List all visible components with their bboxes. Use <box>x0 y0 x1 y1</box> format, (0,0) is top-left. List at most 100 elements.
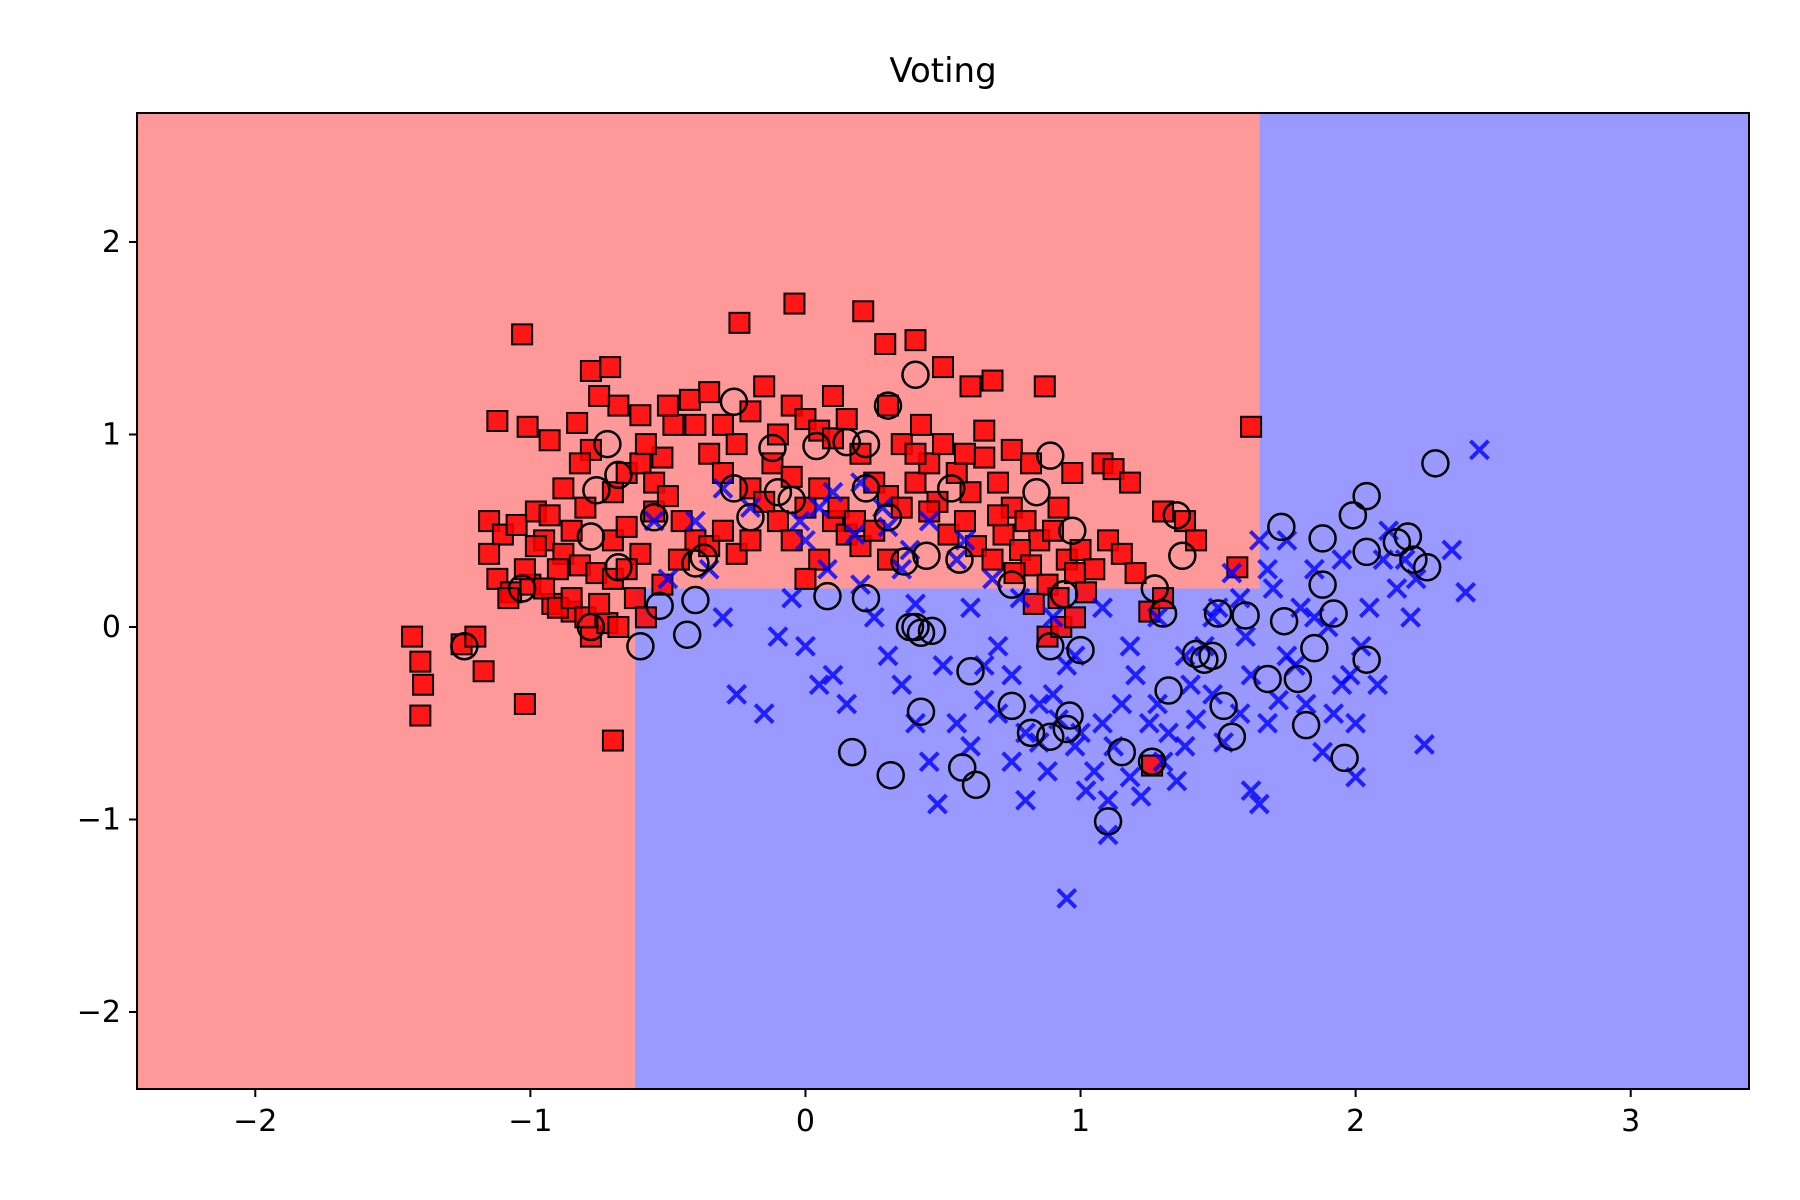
test-point-circle <box>1308 524 1337 553</box>
x-tick-label: −2 <box>233 1104 277 1139</box>
test-point-circle <box>1154 676 1183 705</box>
x-point <box>712 606 734 628</box>
test-point-circle <box>813 581 842 611</box>
x-point <box>1202 606 1223 628</box>
square-point <box>464 625 487 648</box>
x-point <box>817 558 838 580</box>
square-point <box>524 535 547 558</box>
x-point <box>1394 549 1416 571</box>
x-point <box>753 703 775 725</box>
square-point <box>1000 438 1023 461</box>
x-point <box>1042 606 1064 628</box>
x-point <box>1240 664 1262 686</box>
square-point <box>780 465 803 488</box>
test-point-circle <box>1399 545 1428 574</box>
square-point <box>678 388 701 411</box>
x-point <box>946 549 968 571</box>
x-point <box>1166 770 1188 792</box>
test-point-circle <box>1330 743 1359 773</box>
square-point <box>629 452 652 475</box>
x-point <box>1001 664 1023 686</box>
square-point <box>623 587 646 610</box>
square-point <box>601 729 624 752</box>
square-point <box>1102 458 1125 481</box>
square-point <box>698 442 721 465</box>
test-point-circle <box>890 547 919 576</box>
x-point <box>1147 606 1168 628</box>
square-point <box>629 404 652 427</box>
test-point-circle <box>851 583 881 613</box>
y-tick-label: −1 <box>77 802 121 837</box>
x-point <box>987 635 1009 657</box>
x-point <box>960 735 981 757</box>
x-tick-label: 2 <box>1346 1104 1365 1139</box>
plot-frame <box>136 112 1750 1090</box>
x-point <box>1037 760 1058 782</box>
x-point <box>1367 674 1389 696</box>
square-point <box>852 300 875 323</box>
test-point-circle <box>1421 449 1450 478</box>
square-point <box>656 485 679 508</box>
x-point <box>726 683 748 705</box>
x-point <box>1229 587 1251 609</box>
x-point <box>1119 766 1141 788</box>
x-point <box>712 477 734 499</box>
square-point <box>538 504 561 527</box>
x-point <box>1235 626 1257 648</box>
square-point <box>739 529 762 552</box>
test-point-circle <box>672 620 702 649</box>
square-point <box>753 375 776 398</box>
test-point-circle <box>1291 710 1321 740</box>
x-point <box>822 664 844 686</box>
x-point <box>740 497 761 519</box>
x-point <box>1202 683 1223 705</box>
test-point-circle <box>1203 599 1233 628</box>
class0-square-markers <box>401 292 1263 777</box>
square-point <box>965 535 988 558</box>
square-point <box>533 577 556 600</box>
x-point <box>1248 529 1270 551</box>
square-point <box>1240 415 1263 438</box>
square-point <box>607 394 630 417</box>
square-point <box>932 433 954 456</box>
square-point <box>904 442 927 465</box>
square-point <box>711 519 734 542</box>
square-point <box>698 381 721 404</box>
x-point <box>877 516 899 538</box>
test-point-circle <box>1058 516 1087 545</box>
square-point <box>874 333 897 356</box>
y-tick-label: 0 <box>102 610 121 645</box>
x-point <box>1092 597 1113 619</box>
test-point-circle <box>906 697 936 726</box>
x-point <box>844 524 866 546</box>
x-point <box>1111 693 1133 715</box>
square-point <box>1014 510 1037 533</box>
test-point-circle <box>1338 501 1368 530</box>
x-point <box>918 751 940 773</box>
test-point-circle <box>945 545 974 574</box>
test-point-circle <box>777 485 806 515</box>
x-point <box>1323 703 1345 725</box>
test-point-circle <box>895 612 925 642</box>
square-point <box>945 461 968 484</box>
x-point <box>1130 785 1152 807</box>
x-point <box>1075 780 1097 802</box>
x-point <box>1262 578 1284 599</box>
test-point-circle <box>1231 601 1260 630</box>
x-point <box>795 635 816 657</box>
x-point <box>1119 635 1141 657</box>
test-point-circle <box>961 770 991 800</box>
square-point <box>634 433 657 456</box>
region-class1 <box>634 113 1749 1089</box>
square-point <box>932 356 954 379</box>
x-point <box>1257 558 1279 580</box>
x-point <box>1064 735 1086 757</box>
y-tick-label: 1 <box>102 417 121 452</box>
x-point <box>657 568 679 590</box>
square-point <box>821 384 844 407</box>
x-point <box>767 626 789 648</box>
x-axis: −2 −1 0 1 2 3 <box>233 1089 1640 1139</box>
test-point-circle <box>593 429 622 459</box>
